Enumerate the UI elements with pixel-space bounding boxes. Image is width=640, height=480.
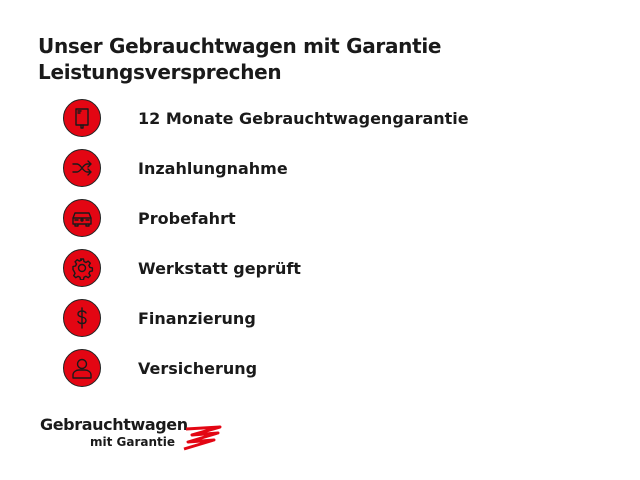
gear-icon — [63, 249, 101, 287]
item-label: Werkstatt geprüft — [138, 258, 301, 278]
person-icon — [63, 349, 101, 387]
item-label: Finanzierung — [138, 308, 256, 328]
car-icon — [63, 199, 101, 237]
book-icon — [63, 99, 101, 137]
list-item-financing: Finanzierung — [63, 298, 256, 338]
logo-line-2: mit Garantie — [90, 435, 176, 449]
item-label: Versicherung — [138, 358, 258, 378]
title-line-2: Leistungsversprechen — [38, 60, 282, 84]
item-label: Probefahrt — [138, 208, 236, 228]
list-item-test-drive: Probefahrt — [63, 198, 236, 238]
list-item-workshop: Werkstatt geprüft — [63, 248, 301, 288]
gebrauchtwagen-logo: Gebrauchtwagen mit Garantie — [40, 415, 230, 455]
list-item-insurance: Versicherung — [63, 348, 257, 388]
red-swoosh-icon — [183, 425, 222, 451]
logo-line-1: Gebrauchtwagen — [40, 415, 188, 434]
list-item-trade-in: Inzahlungnahme — [63, 148, 288, 188]
list-item-warranty: 12 Monate Gebrauchtwagengarantie — [63, 98, 469, 138]
item-label: Inzahlungnahme — [138, 158, 288, 178]
dollar-icon — [63, 299, 101, 337]
item-label: 12 Monate Gebrauchtwagengarantie — [138, 108, 469, 128]
title-line-1: Unser Gebrauchtwagen mit Garantie — [38, 34, 442, 58]
page-title: Unser Gebrauchtwagen mit Garantie Leistu… — [38, 33, 441, 85]
shuffle-icon — [63, 149, 101, 187]
